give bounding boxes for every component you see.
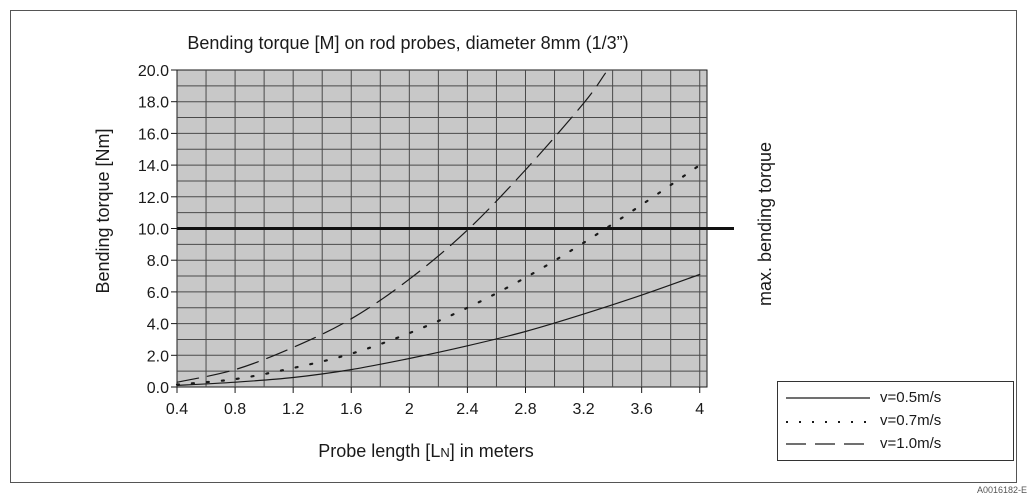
y-tick-label: 16.0	[138, 126, 169, 143]
x-tick-label: 1.6	[340, 401, 362, 418]
series-line-dotted	[175, 164, 701, 386]
y-tick-label: 0.0	[147, 380, 169, 397]
legend-swatch-dashed	[786, 443, 870, 445]
x-tick-label: 3.2	[572, 401, 594, 418]
x-tick-label: 2.8	[514, 401, 536, 418]
y-tick-label: 14.0	[138, 158, 169, 175]
y-tick-label: 6.0	[147, 285, 169, 302]
y-axis-label: Bending torque [Nm]	[93, 128, 113, 293]
legend-item-1: v=0.7m/s	[778, 410, 1013, 432]
y-tick-label: 12.0	[138, 190, 169, 207]
legend: v=0.5m/s v=0.7m/s v=1.0m/s	[777, 381, 1014, 461]
x-tick-label: 0.4	[166, 401, 188, 418]
x-tick-label: 0.8	[224, 401, 246, 418]
chart-frame: 0.0 2.0 4.0 6.0 8.0 10.0 12.0 14.0 16.0 18.0 20.0 0…	[10, 10, 1017, 483]
figure-id: A0016182-E	[976, 485, 1027, 495]
legend-label: v=0.7m/s	[880, 412, 942, 429]
y-tick-label: 10.0	[138, 222, 169, 239]
legend-swatch-dotted	[786, 421, 870, 423]
series-line-solid	[176, 273, 701, 386]
x-tick-label: 3.6	[631, 401, 653, 418]
x-tick-label: 2	[405, 401, 414, 418]
reference-line-label: max. bending torque	[755, 142, 775, 306]
line-chart: 0.0 2.0 4.0 6.0 8.0 10.0 12.0 14.0 16.0 18.0 20.0 0…	[93, 33, 775, 461]
legend-item-2: v=1.0m/s	[778, 433, 1013, 455]
y-tick-label: 4.0	[147, 317, 169, 334]
x-axis-label: Probe length [LN] in meters	[318, 441, 534, 461]
y-tick-label: 8.0	[147, 253, 169, 270]
legend-swatch-solid	[786, 397, 870, 399]
y-tick-label: 18.0	[138, 95, 169, 112]
legend-item-0: v=0.5m/s	[778, 387, 1013, 409]
legend-label: v=1.0m/s	[880, 435, 942, 452]
y-tick-label: 20.0	[138, 63, 169, 80]
chart-title: Bending torque [M] on rod probes, diamet…	[187, 33, 628, 53]
series-line-dashed	[176, 72, 606, 383]
x-tick-label: 4	[695, 401, 704, 418]
legend-label: v=0.5m/s	[880, 389, 942, 406]
x-tick-label: 1.2	[282, 401, 304, 418]
y-tick-label: 2.0	[147, 348, 169, 365]
x-tick-label: 2.4	[456, 401, 478, 418]
